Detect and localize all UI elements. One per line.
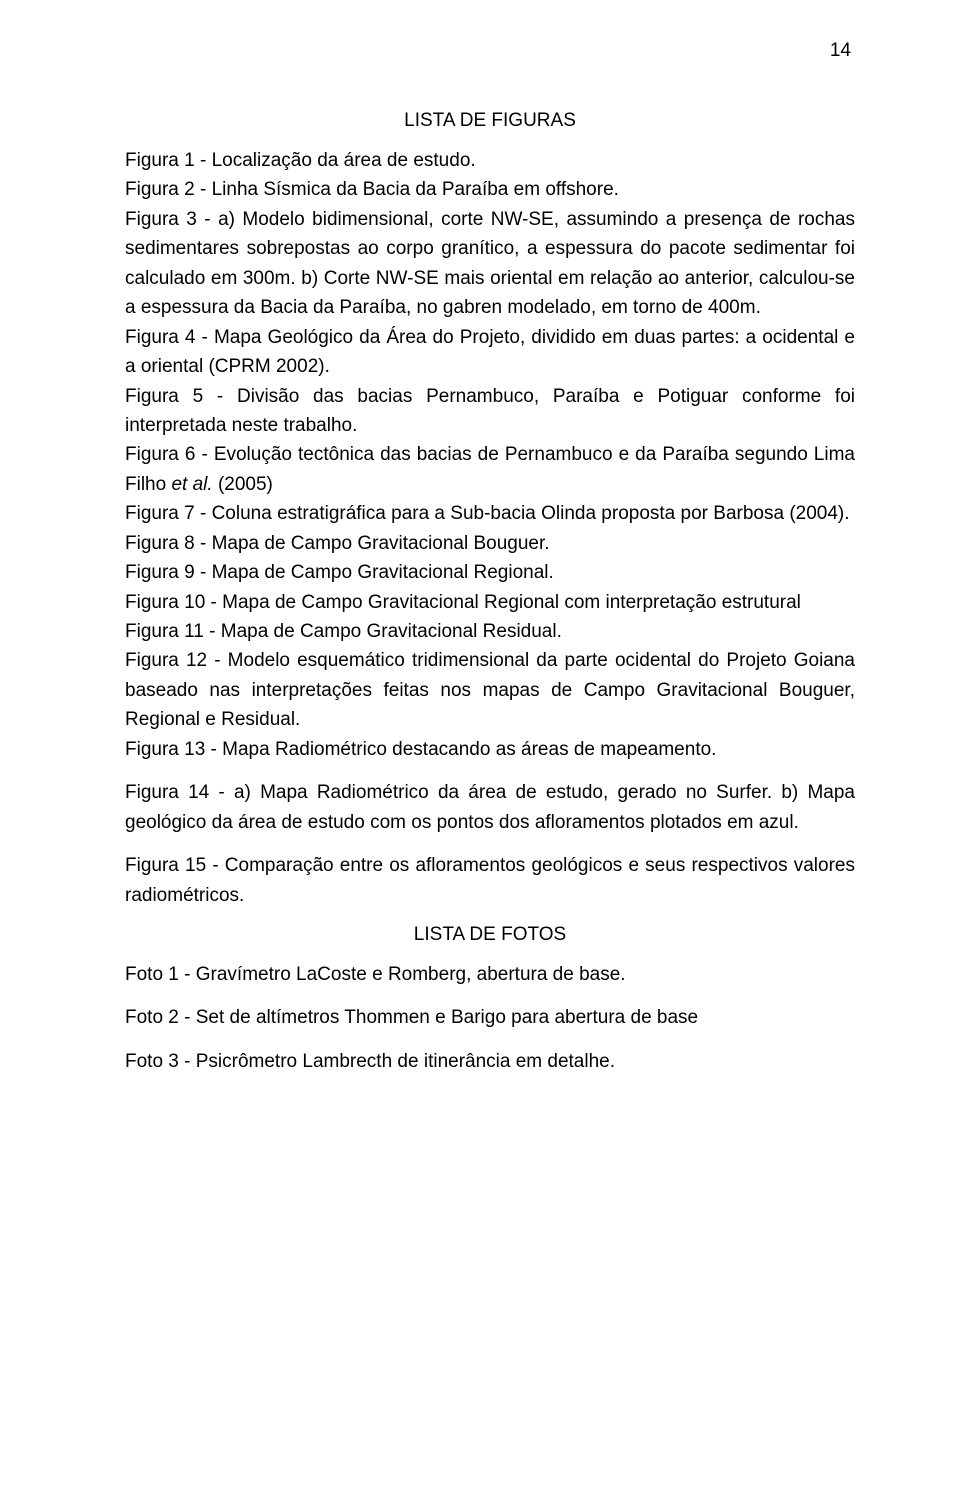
figura-entry: Figura 4 - Mapa Geológico da Área do Pro… [125, 323, 855, 382]
figura-entry: Figura 6 - Evolução tectônica das bacias… [125, 440, 855, 499]
section-title-figuras: LISTA DE FIGURAS [125, 110, 855, 132]
foto-entry: Foto 1 - Gravímetro LaCoste e Romberg, a… [125, 960, 855, 989]
section-title-fotos: LISTA DE FOTOS [125, 924, 855, 946]
figura-entry: Figura 9 - Mapa de Campo Gravitacional R… [125, 558, 855, 587]
figura6-em: et al. [171, 474, 212, 495]
figura-entry: Figura 10 - Mapa de Campo Gravitacional … [125, 588, 855, 617]
figura-entry: Figura 1 - Localização da área de estudo… [125, 146, 855, 175]
foto-entry: Foto 2 - Set de altímetros Thommen e Bar… [125, 1003, 855, 1032]
foto-entry: Foto 3 - Psicrômetro Lambrecth de itiner… [125, 1047, 855, 1076]
figura6-post: (2005) [213, 474, 273, 495]
page-number: 14 [125, 40, 855, 62]
figura-entry: Figura 11 - Mapa de Campo Gravitacional … [125, 617, 855, 646]
figura-entry: Figura 2 - Linha Sísmica da Bacia da Par… [125, 175, 855, 204]
figura-entry: Figura 7 - Coluna estratigráfica para a … [125, 499, 855, 528]
figura-entry: Figura 8 - Mapa de Campo Gravitacional B… [125, 529, 855, 558]
figura-entry: Figura 5 - Divisão das bacias Pernambuco… [125, 382, 855, 441]
figura-entry: Figura 13 - Mapa Radiométrico destacando… [125, 735, 855, 764]
figura-entry: Figura 15 - Comparação entre os aflorame… [125, 851, 855, 910]
figura-entry: Figura 3 - a) Modelo bidimensional, cort… [125, 205, 855, 323]
figura-entry: Figura 14 - a) Mapa Radiométrico da área… [125, 778, 855, 837]
figura-entry: Figura 12 - Modelo esquemático tridimens… [125, 646, 855, 734]
